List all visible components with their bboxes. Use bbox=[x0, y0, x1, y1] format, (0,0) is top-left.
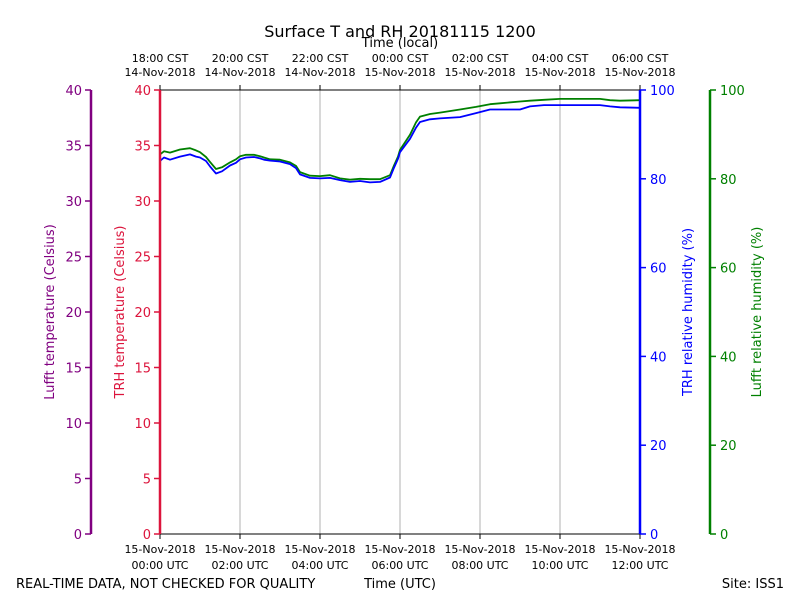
x-tick-label-bottom-date: 15-Nov-2018 bbox=[284, 543, 355, 556]
lufft-temperature-tick-label: 0 bbox=[74, 528, 82, 543]
trh-humidity-tick-label: 0 bbox=[650, 528, 658, 543]
trh-humidity-tick-label: 100 bbox=[650, 84, 675, 99]
x-tick-label-top-date: 15-Nov-2018 bbox=[604, 66, 675, 79]
lufft-temperature-tick-label: 15 bbox=[65, 362, 82, 377]
lufft-temperature-tick-label: 35 bbox=[65, 140, 82, 155]
x-tick-label-bottom-date: 15-Nov-2018 bbox=[524, 543, 595, 556]
x-tick-label-bottom-time: 08:00 UTC bbox=[451, 559, 508, 572]
x-tick-label-top-date: 14-Nov-2018 bbox=[204, 66, 275, 79]
chart-title: Surface T and RH 20181115 1200 bbox=[264, 22, 536, 41]
bottom-axis-label: Time (UTC) bbox=[363, 577, 436, 592]
series-lines bbox=[159, 98, 641, 184]
trh-temperature-tick-label: 5 bbox=[143, 473, 151, 488]
x-tick-label-bottom-time: 04:00 UTC bbox=[291, 559, 348, 572]
trh-humidity-tick-label: 20 bbox=[650, 439, 667, 454]
quality-disclaimer: REAL-TIME DATA, NOT CHECKED FOR QUALITY bbox=[16, 577, 315, 592]
trh-temperature-tick-label: 10 bbox=[134, 417, 151, 432]
lufft-humidity-tick-label: 60 bbox=[720, 262, 737, 277]
x-tick-label-bottom-time: 12:00 UTC bbox=[611, 559, 668, 572]
x-tick-label-bottom-date: 15-Nov-2018 bbox=[124, 543, 195, 556]
x-tick-label-top-time: 00:00 CST bbox=[372, 52, 429, 65]
lufft-temperature-tick-label: 10 bbox=[65, 417, 82, 432]
grid-lines bbox=[239, 90, 561, 534]
x-tick-label-top-date: 15-Nov-2018 bbox=[524, 66, 595, 79]
x-tick-label-bottom-time: 10:00 UTC bbox=[531, 559, 588, 572]
trh-temperature-tick-label: 15 bbox=[134, 362, 151, 377]
lufft-temperature-tick-label: 5 bbox=[74, 473, 82, 488]
x-tick-label-top-time: 20:00 CST bbox=[212, 52, 269, 65]
lufft-temperature-tick-label: 30 bbox=[65, 195, 82, 210]
x-tick-label-top-time: 02:00 CST bbox=[452, 52, 509, 65]
x-tick-label-top-time: 06:00 CST bbox=[612, 52, 669, 65]
trh-humidity-tick-label: 60 bbox=[650, 262, 667, 277]
x-tick-label-bottom-date: 15-Nov-2018 bbox=[444, 543, 515, 556]
trh-temperature-tick-label: 40 bbox=[134, 84, 151, 99]
lufft-humidity-tick-label: 40 bbox=[720, 350, 737, 365]
x-tick-label-top-time: 04:00 CST bbox=[532, 52, 589, 65]
x-tick-label-bottom-time: 00:00 UTC bbox=[131, 559, 188, 572]
x-tick-label-bottom-date: 15-Nov-2018 bbox=[364, 543, 435, 556]
trh-temperature-tick-label: 30 bbox=[134, 195, 151, 210]
x-tick-label-bottom-date: 15-Nov-2018 bbox=[204, 543, 275, 556]
lufft-humidity-axis-label: Lufft relative humidity (%) bbox=[750, 227, 765, 398]
lufft-humidity-tick-label: 20 bbox=[720, 439, 737, 454]
trh-temperature-tick-label: 35 bbox=[134, 140, 151, 155]
lufft-temperature-tick-label: 20 bbox=[65, 306, 82, 321]
trh-temperature-axis-label: TRH temperature (Celsius) bbox=[113, 226, 128, 400]
lufft-humidity-tick-label: 100 bbox=[720, 84, 745, 99]
lufft-temperature-tick-label: 40 bbox=[65, 84, 82, 99]
x-tick-label-top-date: 14-Nov-2018 bbox=[284, 66, 355, 79]
lufft-humidity-tick-label: 80 bbox=[720, 173, 737, 188]
x-tick-label-top-date: 15-Nov-2018 bbox=[444, 66, 515, 79]
trh-temperature-tick-label: 0 bbox=[143, 528, 151, 543]
lufft-humidity-line bbox=[159, 98, 641, 181]
trh-temperature-tick-label: 20 bbox=[134, 306, 151, 321]
trh-temperature-tick-label: 25 bbox=[134, 251, 151, 266]
trh-humidity-tick-label: 80 bbox=[650, 173, 667, 188]
x-tick-label-top-date: 15-Nov-2018 bbox=[364, 66, 435, 79]
top-axis-label: Time (local) bbox=[361, 36, 438, 51]
lufft-temperature-axis-label: Lufft temperature (Celsius) bbox=[43, 224, 58, 400]
lufft-humidity-tick-label: 0 bbox=[720, 528, 728, 543]
x-tick-label-bottom-date: 15-Nov-2018 bbox=[604, 543, 675, 556]
trh-humidity-tick-label: 40 bbox=[650, 350, 667, 365]
trh-humidity-line bbox=[159, 104, 641, 184]
x-tick-label-top-time: 18:00 CST bbox=[132, 52, 189, 65]
site-label: Site: ISS1 bbox=[722, 577, 784, 592]
x-tick-label-top-time: 22:00 CST bbox=[292, 52, 349, 65]
trh-humidity-axis-label: TRH relative humidity (%) bbox=[681, 228, 696, 397]
lufft-temperature-tick-label: 25 bbox=[65, 251, 82, 266]
x-tick-label-bottom-time: 06:00 UTC bbox=[371, 559, 428, 572]
x-tick-label-bottom-time: 02:00 UTC bbox=[211, 559, 268, 572]
x-tick-label-top-date: 14-Nov-2018 bbox=[124, 66, 195, 79]
